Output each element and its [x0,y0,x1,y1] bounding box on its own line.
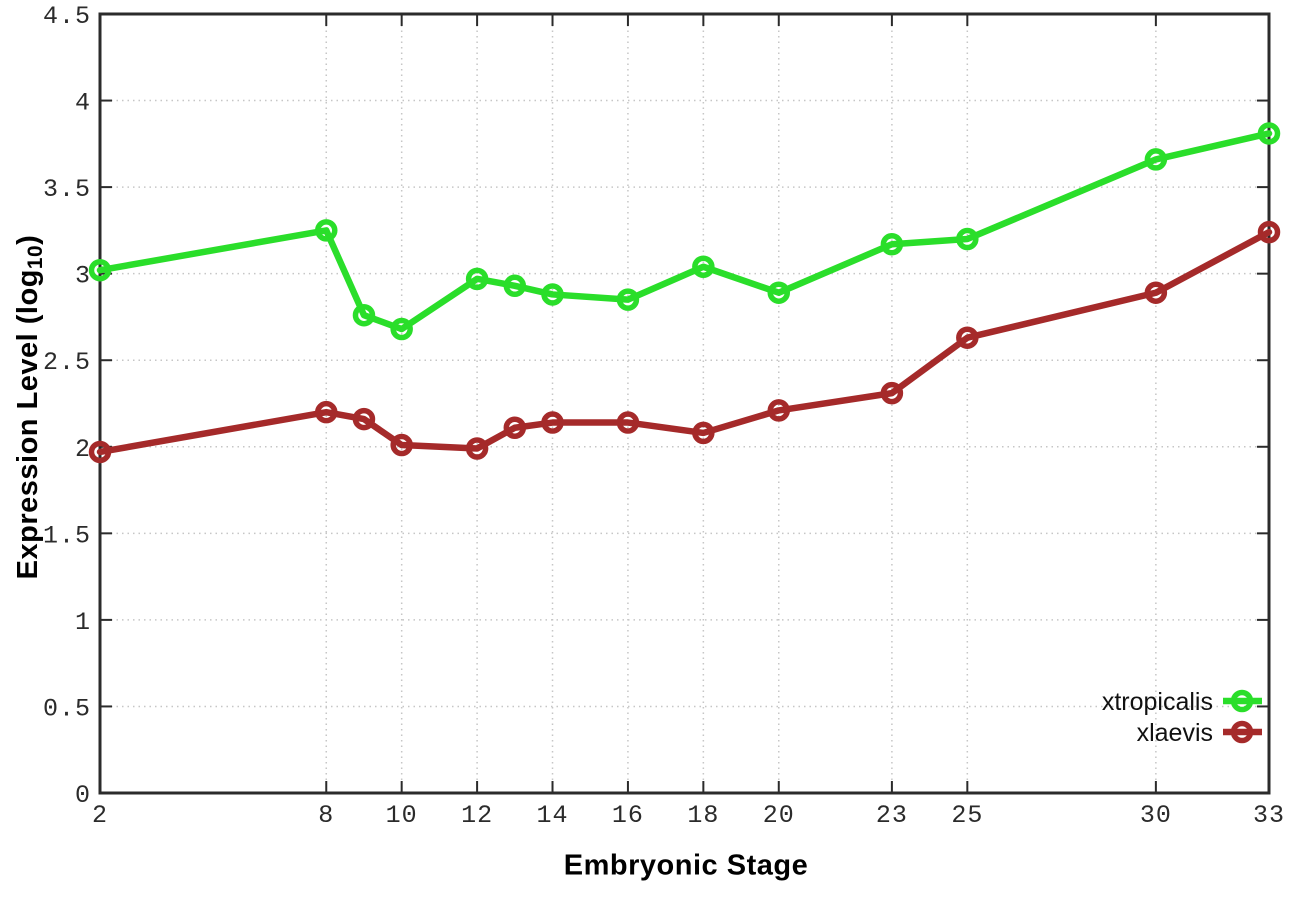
y-tick-label: 3 [75,262,91,291]
series-xlaevis-point [88,440,112,464]
series-xlaevis-point [616,411,640,434]
series-xtropicalis-point [541,283,564,306]
series-xlaevis-point [503,416,527,439]
y-tick-label: 4.5 [43,2,91,31]
series-xlaevis-point [465,437,489,460]
x-tick-label: 2 [92,801,108,830]
x-tick-label: 30 [1140,801,1172,830]
x-tick-label: 18 [687,801,719,830]
legend-label-xtropicalis: xtropicalis [1102,688,1213,716]
y-tick-label: 0.5 [43,694,91,723]
x-tick-label: 12 [461,801,493,830]
plot-border [98,12,1271,795]
series-xtropicalis-point [390,317,413,341]
series-xtropicalis-point [692,255,715,278]
y-axis-title-subscript: 10 [24,244,48,270]
series-xtropicalis-point [956,227,979,251]
x-axis-title: Embryonic Stage [563,849,809,882]
y-axis-title: Expression Level (log10) [12,235,48,580]
series-xlaevis-point [352,407,376,431]
series-xtropicalis-point [616,288,640,311]
series-xlaevis-point [390,433,413,457]
series-xtropicalis-point [352,303,376,327]
x-tick-label: 25 [951,801,983,830]
series-xtropicalis-point [880,232,904,256]
x-tick-label: 33 [1253,801,1285,830]
series-xtropicalis-point [503,274,527,298]
series-xlaevis-point [692,421,715,445]
y-tick-label: 1 [75,608,91,637]
legend-marker-xlaevis-icon [1230,720,1254,744]
series-xlaevis-point [880,381,904,405]
y-tick-label: 4 [75,89,91,118]
legend-marker-xtropicalis-icon [1230,689,1254,713]
x-tick-label: 23 [876,801,908,830]
x-tick-label: 8 [318,801,334,830]
series-xtropicalis-point [1257,122,1281,145]
series-xtropicalis-point [88,258,112,282]
series-xtropicalis-point [767,281,791,304]
x-tick-label: 14 [537,801,569,830]
series-xlaevis-line [96,228,1273,456]
series-xlaevis-point [1257,220,1281,244]
series-xlaevis-point [1144,281,1168,304]
series-xtropicalis-point [315,219,338,242]
x-tick-label: 16 [612,801,644,830]
x-tick-label: 20 [763,801,795,830]
series-xtropicalis-line [96,130,1273,333]
y-tick-label: 3.5 [43,175,91,204]
y-tick-label: 1.5 [43,521,91,550]
series-xlaevis-point [541,411,564,434]
x-tick-label: 10 [386,801,418,830]
y-axis-title-suffix: ) [11,234,44,245]
series-xlaevis-point [767,399,791,422]
series-xlaevis-point [956,326,979,349]
series-xtropicalis-point [1144,148,1168,171]
series-xlaevis-point [315,400,338,424]
series-xtropicalis-point [465,267,489,291]
legend-label-xlaevis: xlaevis [1137,719,1213,747]
y-tick-label: 2.5 [43,348,91,377]
y-axis-title-text: Expression Level (log [11,269,44,580]
y-tick-label: 0 [75,781,91,810]
y-tick-label: 2 [75,435,91,464]
